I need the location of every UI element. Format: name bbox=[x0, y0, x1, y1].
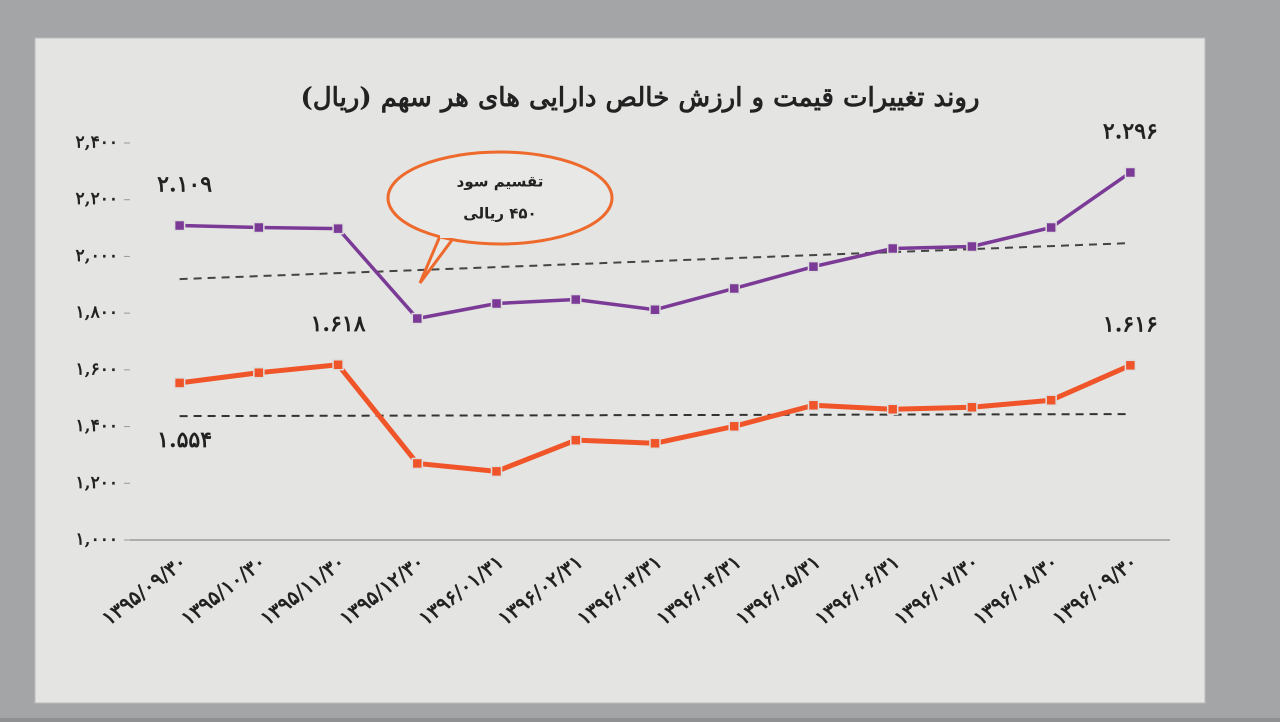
y-tick-label: ۱,۰۰۰ bbox=[76, 530, 118, 550]
value-label: ۲.۲۹۶ bbox=[1103, 118, 1158, 144]
marker bbox=[411, 457, 424, 470]
chart-title: روند تغییرات قیمت و ارزش خالص دارایی های… bbox=[300, 83, 979, 113]
marker bbox=[411, 312, 424, 325]
y-tick-label: ۱,۴۰۰ bbox=[76, 416, 118, 436]
marker bbox=[649, 303, 661, 316]
marker bbox=[1124, 166, 1137, 179]
y-tick-label: ۱,۸۰۰ bbox=[76, 303, 118, 323]
marker bbox=[253, 221, 265, 234]
marker bbox=[649, 437, 661, 450]
marker bbox=[966, 240, 978, 253]
y-tick-label: ۲,۴۰۰ bbox=[76, 133, 118, 153]
annotation-text: ۴۵۰ ریالی bbox=[463, 205, 536, 223]
annotation-text: تقسیم سود bbox=[457, 173, 544, 191]
marker bbox=[173, 377, 186, 389]
trend-line bbox=[179, 242, 1131, 281]
marker bbox=[332, 359, 344, 371]
marker bbox=[253, 366, 265, 379]
marker bbox=[728, 282, 740, 295]
callout-bubble bbox=[418, 235, 457, 284]
value-label: ۱.۶۱۸ bbox=[311, 311, 366, 337]
marker bbox=[886, 242, 899, 255]
marker bbox=[1045, 394, 1057, 406]
marker bbox=[490, 465, 503, 478]
marker bbox=[1124, 359, 1137, 372]
y-tick-label: ۲,۰۰۰ bbox=[76, 246, 118, 266]
marker bbox=[966, 401, 978, 414]
trend-line bbox=[179, 413, 1131, 418]
marker bbox=[570, 293, 582, 306]
marker bbox=[570, 434, 582, 446]
y-tick-label: ۱,۲۰۰ bbox=[76, 473, 118, 493]
marker bbox=[332, 222, 344, 235]
y-tick-label: ۲,۲۰۰ bbox=[76, 189, 118, 209]
marker bbox=[886, 403, 899, 416]
y-tick-label: ۱,۶۰۰ bbox=[76, 359, 118, 379]
marker bbox=[490, 297, 503, 310]
marker bbox=[173, 219, 186, 232]
value-label: ۱.۵۵۴ bbox=[157, 427, 212, 453]
callout-bubble bbox=[386, 150, 614, 246]
marker bbox=[807, 399, 820, 412]
marker bbox=[807, 260, 820, 273]
chart-panel bbox=[34, 37, 1206, 704]
marker bbox=[1045, 221, 1057, 234]
value-label: ۱.۶۱۶ bbox=[1103, 311, 1158, 337]
marker bbox=[728, 420, 740, 433]
value-label: ۲.۱۰۹ bbox=[157, 172, 212, 198]
